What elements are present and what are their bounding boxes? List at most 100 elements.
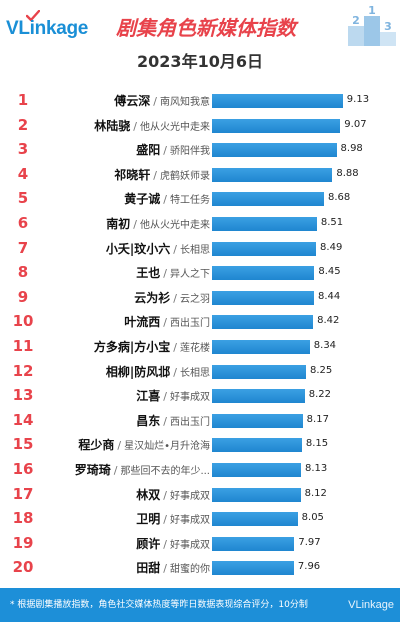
score-value: 8.34 [313, 340, 337, 351]
label-separator: / [163, 562, 167, 576]
role-name: 相柳|防风邶 [105, 364, 171, 379]
ranking-row: 1 傅云深 / 南风知我意 9.13 [0, 88, 400, 112]
page-title: 剧集角色新媒体指数 [116, 16, 296, 40]
drama-name: 西出玉门 [170, 416, 210, 428]
role-name: 云为衫 [134, 290, 171, 305]
score-bar [212, 167, 333, 182]
logo-text: VLinkage [6, 18, 89, 39]
label-separator: / [173, 242, 177, 256]
drama-name: 异人之下 [170, 269, 210, 281]
ranking-row: 16 罗琦琦 / 那些回不去的年少... 8.13 [0, 457, 400, 481]
ranking-row: 2 林陆骁 / 他从火光中走来 9.07 [0, 113, 400, 137]
rank-number: 12 [12, 361, 34, 380]
score-bar [212, 118, 341, 133]
score-bar [212, 94, 343, 108]
score-value: 7.96 [297, 561, 321, 573]
label-separator: / [163, 488, 167, 502]
drama-name: 那些回不去的年少... [120, 466, 210, 477]
podium-icon: 2 1 3 [348, 4, 396, 46]
score-bar [212, 364, 307, 379]
drama-name: 莲花楼 [180, 343, 210, 354]
rank-number: 20 [12, 558, 34, 577]
ranking-row: 8 王也 / 异人之下 8.45 [0, 260, 400, 284]
score-value: 8.15 [305, 438, 329, 450]
score-bar [212, 290, 314, 305]
label-separator: / [163, 144, 167, 158]
vlinkage-logo: VLinkage [6, 10, 98, 40]
role-name: 林双 [136, 487, 161, 502]
ranking-row: 6 南初 / 他从火光中走来 8.51 [0, 211, 400, 235]
score-value: 9.13 [346, 94, 370, 105]
score-value: 8.51 [320, 217, 344, 228]
drama-name: 好事成双 [170, 515, 210, 527]
ranking-row: 12 相柳|防风邶 / 长相思 8.25 [0, 359, 400, 383]
score-value: 8.44 [317, 290, 341, 302]
role-name: 南初 [106, 217, 131, 231]
role-name: 田甜 [136, 561, 161, 576]
rank-number: 6 [17, 214, 29, 232]
label-separator: / [117, 439, 122, 453]
row-label: 南初 / 他从火光中走来 [106, 211, 210, 235]
score-value: 8.13 [305, 463, 328, 474]
role-name: 叶流西 [124, 315, 161, 330]
role-name: 罗琦琦 [74, 463, 111, 477]
drama-name: 西出玉门 [170, 318, 210, 330]
label-separator: / [163, 267, 167, 281]
row-label: 罗琦琦 / 那些回不去的年少... [75, 457, 210, 481]
role-name: 卫明 [136, 512, 161, 527]
row-label: 云为衫 / 云之羽 [134, 285, 210, 309]
rank-number: 4 [17, 164, 29, 183]
row-label: 田甜 / 甜蜜的你 [136, 555, 210, 579]
row-label: 林双 / 好事成双 [136, 482, 210, 506]
row-label: 方多病|方小宝 / 莲花楼 [94, 334, 210, 358]
score-value: 8.45 [318, 266, 341, 278]
label-separator: / [153, 168, 157, 182]
rank-number: 9 [17, 287, 29, 306]
rank-number: 1 [17, 91, 29, 109]
role-name: 江喜 [136, 389, 161, 404]
label-separator: / [163, 537, 167, 551]
score-value: 8.12 [304, 487, 327, 499]
rank-number: 3 [17, 140, 29, 159]
score-value: 8.17 [306, 413, 329, 425]
score-bar [212, 389, 305, 404]
role-name: 小夭|玟小六 [105, 241, 171, 256]
row-label: 林陆骁 / 他从火光中走来 [94, 113, 210, 137]
ranking-row: 5 黄子诚 / 特工任务 8.68 [0, 186, 400, 210]
rank-number: 8 [17, 263, 29, 282]
score-value: 9.07 [344, 118, 367, 130]
podium-digit-second: 2 [352, 14, 360, 27]
label-separator: / [133, 218, 137, 231]
ranking-row: 9 云为衫 / 云之羽 8.44 [0, 285, 400, 309]
role-name: 黄子诚 [124, 192, 161, 207]
score-bar [212, 512, 298, 527]
footnote: * 根据剧集播放指数，角色社交媒体热度等昨日数据表现综合评分，10分制 [10, 600, 308, 610]
drama-name: 长相思 [180, 367, 210, 379]
role-name: 方多病|方小宝 [93, 340, 171, 354]
ranking-row: 19 顾许 / 好事成双 7.97 [0, 531, 400, 555]
rank-number: 18 [12, 509, 34, 528]
drama-name: 他从火光中走来 [140, 121, 210, 133]
score-bar [212, 315, 314, 330]
ranking-row: 14 昌东 / 西出玉门 8.17 [0, 408, 400, 432]
row-label: 顾许 / 好事成双 [136, 531, 210, 555]
rank-number: 13 [12, 386, 34, 405]
ranking-row: 4 祁晓轩 / 虎鹤妖师录 8.88 [0, 162, 400, 186]
ranking-row: 13 江喜 / 好事成双 8.22 [0, 383, 400, 407]
score-bar [212, 241, 317, 256]
score-value: 8.68 [328, 192, 351, 204]
role-name: 王也 [136, 266, 161, 281]
ranking-row: 17 林双 / 好事成双 8.12 [0, 482, 400, 506]
drama-name: 好事成双 [170, 539, 210, 551]
ranking-row: 15 程少商 / 星汉灿烂•月升沧海 8.15 [0, 432, 400, 456]
row-label: 卫明 / 好事成双 [136, 506, 210, 530]
drama-name: 甜蜜的你 [170, 564, 210, 576]
row-label: 程少商 / 星汉灿烂•月升沧海 [78, 432, 210, 456]
drama-name: 长相思 [180, 244, 210, 256]
score-bar [212, 561, 294, 576]
rank-number: 7 [17, 238, 29, 257]
score-bar [212, 438, 302, 453]
score-bar [212, 463, 301, 477]
rank-number: 19 [12, 533, 34, 552]
